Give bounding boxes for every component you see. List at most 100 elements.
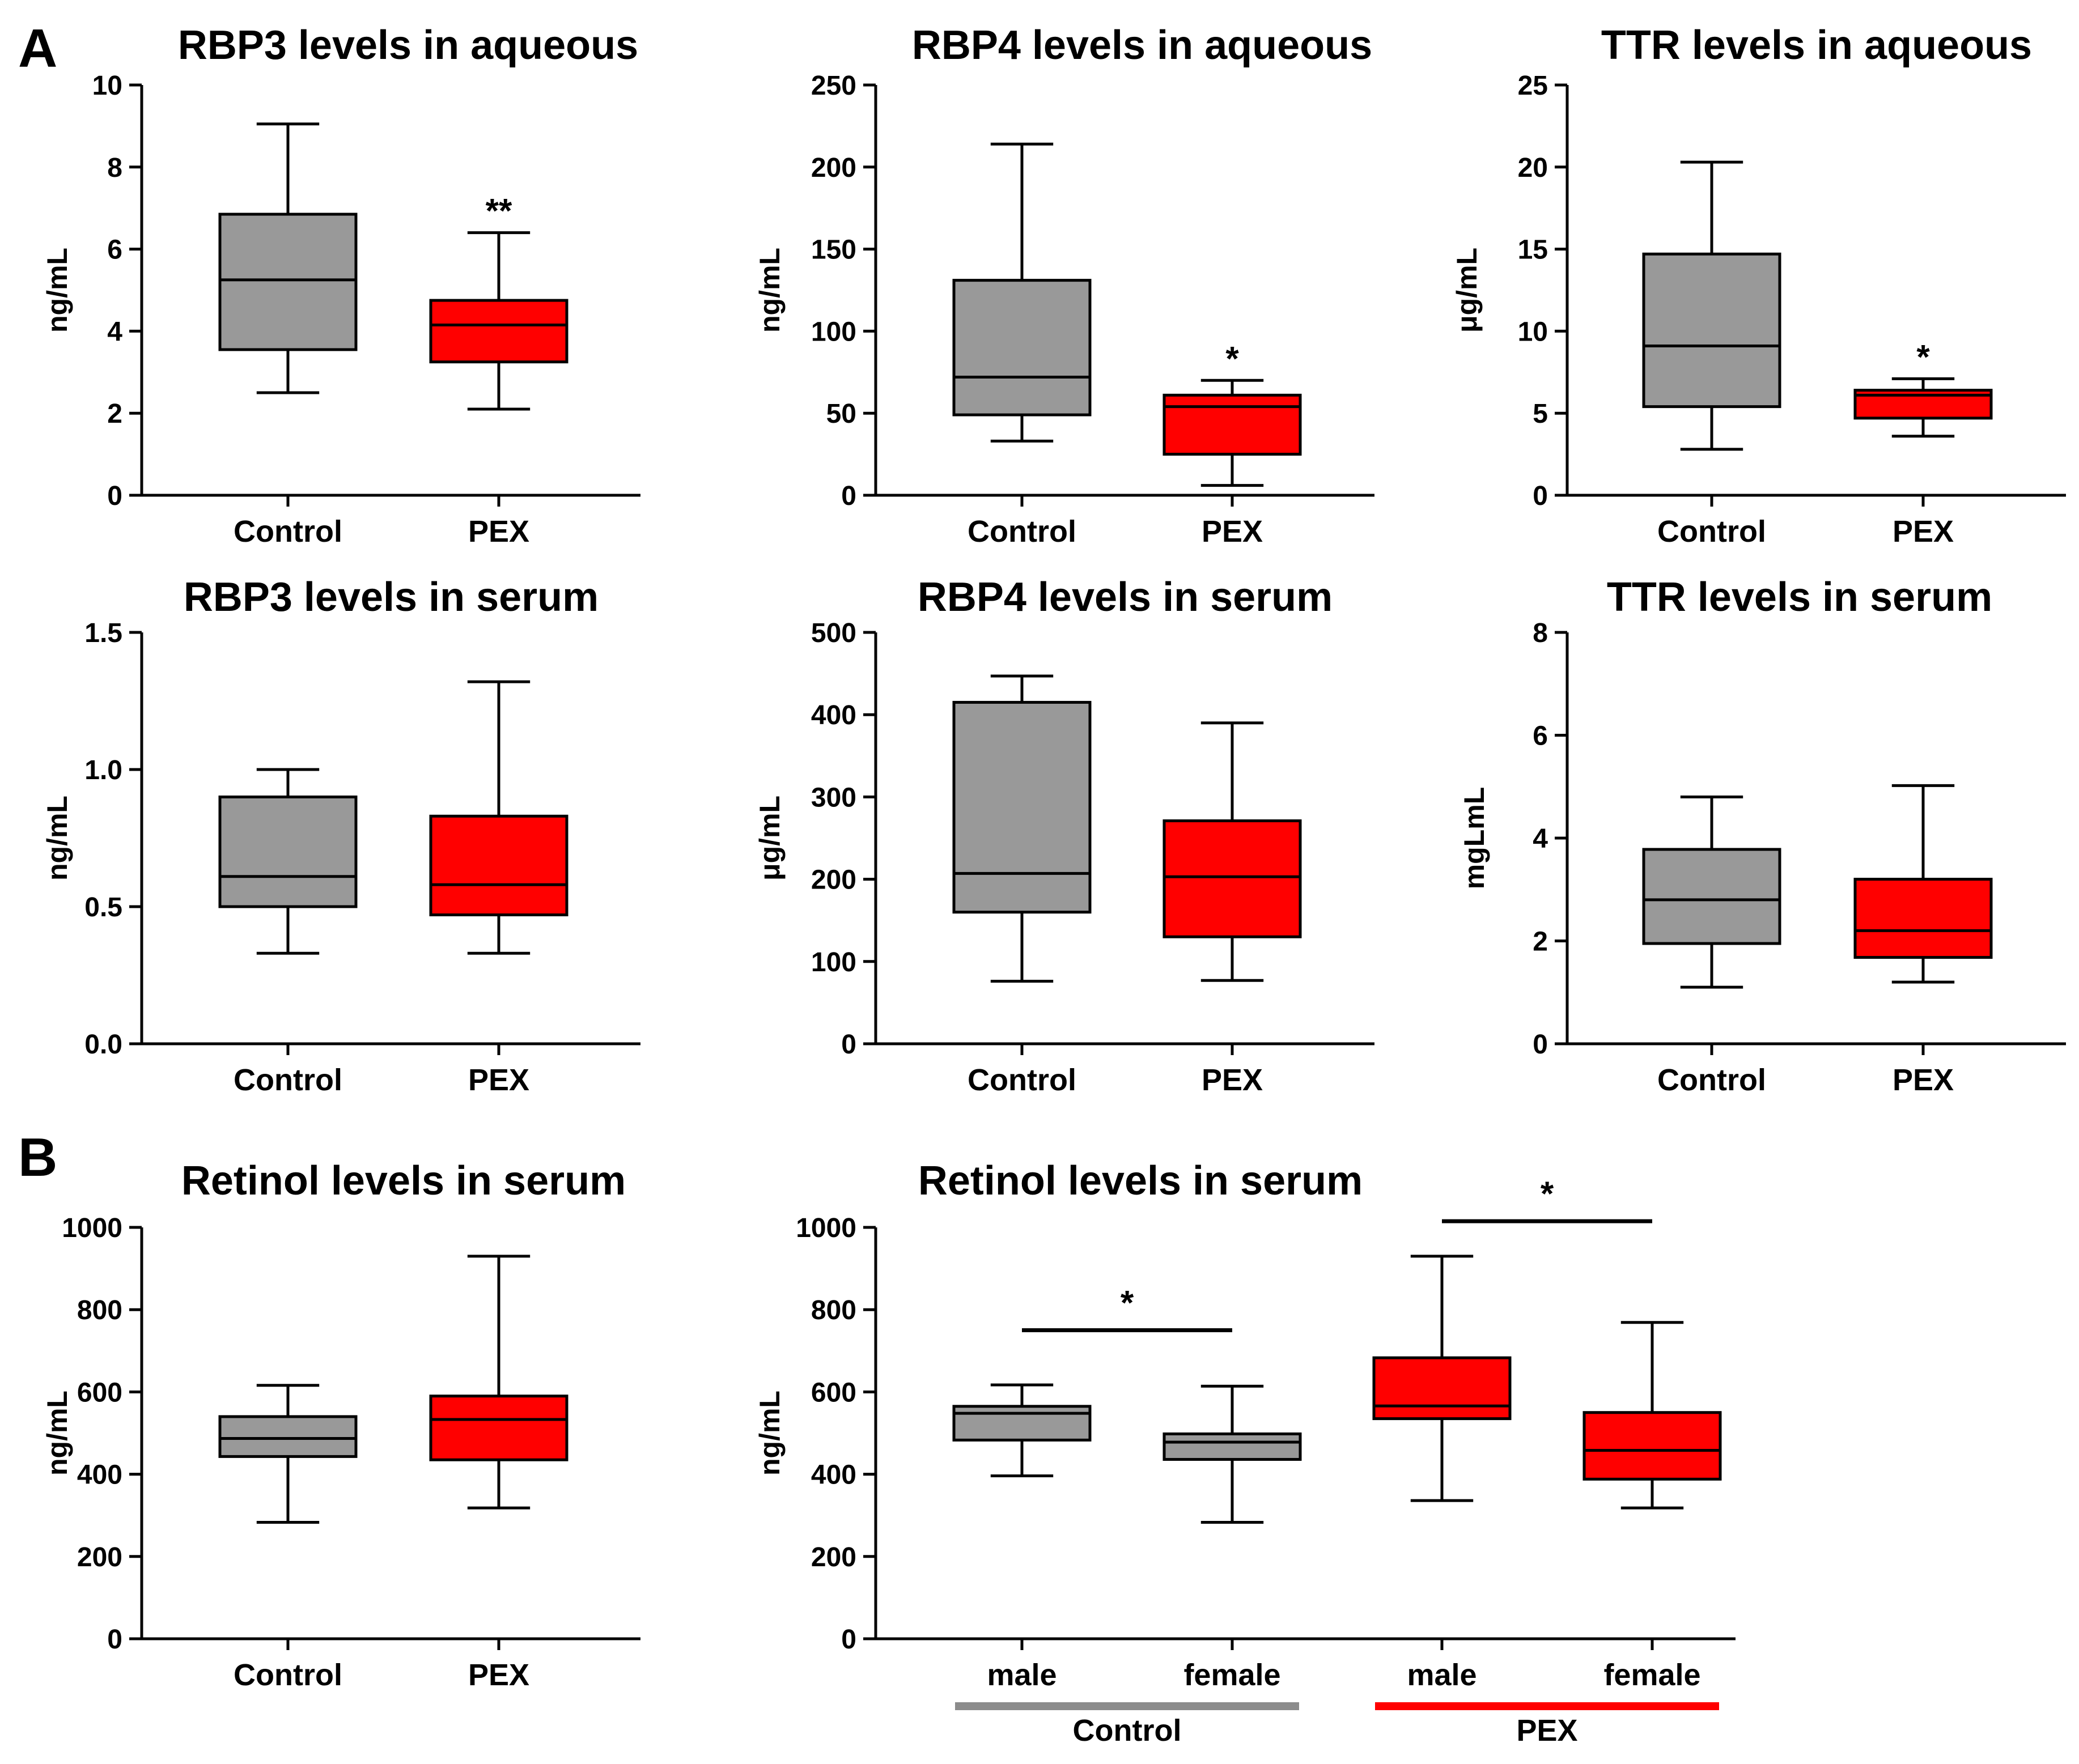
group-label: Control (1073, 1714, 1182, 1748)
chart-7: Retinol levels in serum ng/mL 0 200 400 600 80… (41, 1158, 640, 1692)
category-label: PEX (1893, 1063, 1954, 1097)
y-tick-label: 2 (107, 399, 122, 429)
significance-marker: * (1225, 339, 1239, 377)
panel-letter-b: B (18, 1127, 57, 1188)
chart-title: RBP3 levels in serum (184, 575, 599, 620)
y-tick-label: 6 (107, 235, 122, 265)
y-tick-label: 6 (1533, 721, 1548, 751)
y-tick-label: 8 (1533, 618, 1548, 648)
y-axis-label: ng/mL (754, 248, 786, 333)
y-tick-label: 600 (811, 1378, 856, 1408)
significance-marker: ** (486, 192, 512, 230)
box-female (1582, 1411, 1722, 1481)
y-tick-label: 0 (841, 481, 856, 511)
box-control (952, 279, 1092, 416)
chart-3: TTR levels in aqueous μg/mL 0 5 10 15 20 25 Cont… (1451, 23, 2066, 549)
category-label: Control (234, 515, 342, 549)
y-tick-label: 150 (811, 235, 856, 265)
category-label: Control (968, 515, 1076, 549)
panel-letter-a: A (18, 18, 57, 79)
significance-marker: * (1121, 1284, 1134, 1322)
y-tick-label: 1000 (62, 1213, 122, 1243)
category-label: PEX (468, 1063, 529, 1097)
y-tick-label: 400 (77, 1460, 122, 1490)
box-pex (1162, 393, 1302, 456)
y-tick-label: 250 (811, 71, 856, 101)
y-tick-label: 15 (1518, 235, 1548, 265)
box-pex (429, 1395, 568, 1461)
category-label: PEX (1893, 515, 1954, 549)
box-male (1372, 1356, 1512, 1421)
category-label: PEX (1202, 515, 1263, 549)
y-tick-label: 800 (77, 1295, 122, 1325)
y-tick-label: 1.5 (84, 618, 122, 648)
y-tick-label: 100 (811, 317, 856, 347)
box-control (218, 212, 358, 351)
group-label: PEX (1516, 1714, 1577, 1748)
y-axis-label: μg/mL (754, 796, 786, 881)
chart-title: RBP3 levels in aqueous (178, 23, 638, 68)
y-axis-label: μg/mL (1451, 248, 1483, 333)
category-label: female (1183, 1658, 1280, 1692)
category-label: Control (234, 1658, 342, 1692)
y-tick-label: 0.5 (84, 892, 122, 923)
category-label: Control (234, 1063, 342, 1097)
category-label: Control (1657, 1063, 1766, 1097)
category-label: male (1407, 1658, 1476, 1692)
chart-4: RBP3 levels in serum ng/mL 0.0 0.5 1.0 1.5 Con… (41, 575, 640, 1097)
category-label: PEX (468, 1658, 529, 1692)
y-tick-label: 8 (107, 153, 122, 183)
y-tick-label: 1.0 (84, 755, 122, 785)
box-pex (1162, 819, 1302, 938)
charts-container: RBP3 levels in aqueous ng/mL 0 2 4 6 8 10 Contro… (41, 23, 2066, 1748)
box-control (218, 795, 358, 908)
chart-1: RBP3 levels in aqueous ng/mL 0 2 4 6 8 10 Contro… (41, 23, 640, 549)
y-axis-label: ng/mL (41, 1391, 73, 1476)
y-tick-label: 1000 (796, 1213, 856, 1243)
y-tick-label: 0 (841, 1030, 856, 1060)
y-axis-label: ng/mL (41, 796, 73, 881)
y-axis-label: ng/mL (754, 1391, 786, 1476)
chart-title: Retinol levels in serum (918, 1158, 1363, 1204)
y-tick-label: 300 (811, 783, 856, 813)
y-tick-label: 500 (811, 618, 856, 648)
y-tick-label: 0 (107, 1625, 122, 1655)
y-tick-label: 200 (811, 865, 856, 895)
chart-title: Retinol levels in serum (181, 1158, 626, 1204)
y-tick-label: 4 (107, 317, 122, 347)
y-tick-label: 400 (811, 1460, 856, 1490)
chart-title: TTR levels in serum (1607, 575, 1992, 620)
chart-5: RBP4 levels in serum μg/mL 0 100 200 300 400 50… (754, 575, 1374, 1097)
group-bar (955, 1702, 1299, 1710)
chart-title: TTR levels in aqueous (1601, 23, 2032, 68)
chart-6: TTR levels in serum mgLmL 0 2 4 6 8 Control PEX (1458, 575, 2066, 1097)
category-label: female (1603, 1658, 1700, 1692)
y-tick-label: 200 (811, 153, 856, 183)
box-pex (1853, 878, 1993, 959)
y-tick-label: 400 (811, 700, 856, 730)
box-male (952, 1405, 1092, 1442)
y-tick-label: 0 (107, 481, 122, 511)
box-control (1642, 848, 1781, 945)
y-tick-label: 5 (1533, 399, 1548, 429)
box-control (218, 1415, 358, 1458)
y-tick-label: 0 (1533, 481, 1548, 511)
significance-marker: * (1541, 1175, 1554, 1213)
y-tick-label: 10 (92, 71, 122, 101)
y-tick-label: 200 (77, 1542, 122, 1572)
y-tick-label: 200 (811, 1542, 856, 1572)
category-label: Control (1657, 515, 1766, 549)
y-tick-label: 0 (841, 1625, 856, 1655)
chart-8: Retinol levels in serum ng/mL 0 200 400 600 80… (754, 1158, 1736, 1748)
box-pex (429, 814, 568, 917)
y-tick-label: 100 (811, 947, 856, 977)
category-label: PEX (468, 515, 529, 549)
y-tick-label: 25 (1518, 71, 1548, 101)
box-female (1162, 1432, 1302, 1461)
chart-title: RBP4 levels in aqueous (912, 23, 1372, 68)
box-pex (429, 299, 568, 364)
box-control (1642, 252, 1781, 409)
group-bar (1375, 1702, 1719, 1710)
box-control (952, 700, 1092, 914)
